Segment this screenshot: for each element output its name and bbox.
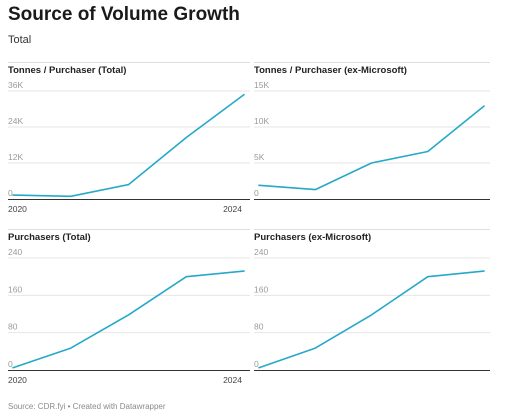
chart-tonnes-per-purchaser-ex-microsoft: Tonnes / Purchaser (ex-Microsoft) 0 5K 10K 1… [254,62,490,200]
series-line [258,105,485,191]
series-line [12,93,245,198]
x-tick-label: 2024 [223,204,242,214]
y-tick-label: 12K [8,152,23,162]
y-tick-label: 15K [254,80,269,90]
y-tick-label: 0 [254,359,259,369]
chart-purchasers-total: Purchasers (Total) 0 80 160 240 2020 2024 [8,229,250,385]
chart-title: Tonnes / Purchaser (Total) [8,65,126,76]
page-title: Source of Volume Growth [8,4,240,25]
y-tick-label: 240 [254,247,268,257]
y-tick-label: 80 [8,322,18,332]
chart-title: Purchasers (Total) [8,232,91,243]
series-line [258,270,485,369]
chart-tonnes-per-purchaser-total: Tonnes / Purchaser (Total) 0 12K 24K 36K 2020… [8,62,250,214]
footer-source: Source: CDR.fyi • Created with Datawrapp… [8,402,166,411]
y-tick-label: 0 [254,188,259,198]
y-tick-label: 36K [8,80,23,90]
y-tick-label: 240 [8,247,22,257]
y-tick-label: 80 [254,322,264,332]
chart-title: Tonnes / Purchaser (ex-Microsoft) [254,65,407,76]
y-tick-label: 160 [8,284,22,294]
chart-purchasers-ex-microsoft: Purchasers (ex-Microsoft) 0 80 160 240 [254,229,490,371]
x-tick-label: 2020 [8,375,27,385]
y-tick-label: 10K [254,116,269,126]
x-tick-label: 2024 [223,375,242,385]
y-tick-label: 5K [254,152,265,162]
series-line [12,270,245,369]
y-tick-label: 0 [8,188,13,198]
x-tick-label: 2020 [8,204,27,214]
page-subtitle: Total [8,34,32,46]
chart-title: Purchasers (ex-Microsoft) [254,232,371,243]
y-tick-label: 0 [8,359,13,369]
y-tick-label: 160 [254,284,268,294]
y-tick-label: 24K [8,116,23,126]
